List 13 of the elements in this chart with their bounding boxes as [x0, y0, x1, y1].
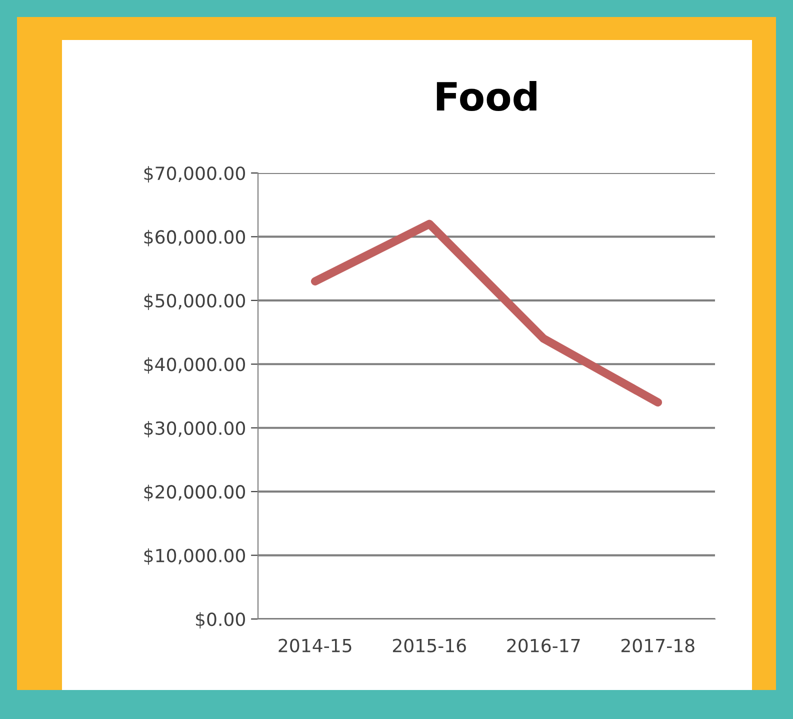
x-tick-label: 2017-18	[621, 638, 694, 652]
y-tick-label: $40,000.00	[144, 357, 245, 374]
y-tick-label: $30,000.00	[144, 420, 245, 438]
y-tick-label: $10,000.00	[144, 548, 245, 565]
x-tick-label: 2015-16	[392, 638, 466, 652]
x-tick-label: 2014-15	[278, 638, 352, 652]
y-tick-label: $70,000.00	[144, 166, 245, 183]
chart-title: Food	[436, 80, 536, 112]
y-tick-label: $60,000.00	[144, 230, 245, 246]
y-tick-label: $20,000.00	[144, 484, 245, 502]
y-tick-label: $0.00	[196, 612, 245, 629]
x-tick-label: 2016-17	[507, 638, 580, 652]
y-tick-label: $50,000.00	[144, 294, 245, 310]
